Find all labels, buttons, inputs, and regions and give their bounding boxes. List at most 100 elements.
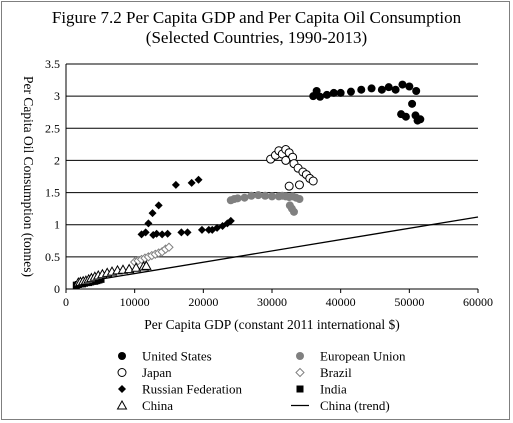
chart-subtitle: (Selected Countries, 1990-2013) (145, 28, 368, 47)
gridlines (66, 63, 478, 258)
legend-label: India (320, 382, 347, 397)
point-russian-federation (163, 229, 172, 238)
y-axis-label: Per Capita Oil Consumption (tonnes) (21, 76, 36, 277)
legend-item: China (trend) (291, 398, 390, 413)
x-tick-label: 20000 (188, 295, 218, 309)
legend-marker-icon (296, 352, 304, 360)
point-united-states (398, 80, 407, 89)
legend-label: China (142, 398, 173, 413)
legend-item: China (116, 398, 173, 413)
x-tick-label: 10000 (120, 295, 150, 309)
point-russian-federation (152, 229, 161, 238)
series-brazil (129, 242, 174, 267)
legend-marker-icon (116, 399, 128, 410)
legend-label: Russian Federation (142, 382, 243, 397)
point-russian-federation (187, 178, 196, 187)
legend-marker-icon (117, 368, 127, 377)
point-brazil (164, 242, 174, 252)
point-european-union (247, 191, 256, 200)
point-united-states (322, 90, 331, 99)
point-japan (294, 180, 304, 190)
y-tick-label: 0 (54, 282, 60, 296)
point-united-states (416, 115, 425, 124)
point-united-states (316, 92, 325, 101)
point-european-union (268, 192, 276, 201)
trend-line-china-trend (79, 216, 479, 284)
data-points (72, 80, 425, 289)
point-japan (281, 155, 291, 165)
x-tick-label: 30000 (257, 295, 287, 309)
legend-label: Brazil (320, 365, 352, 380)
x-tick-label: 50000 (394, 295, 424, 309)
point-russian-federation (144, 219, 153, 228)
point-russian-federation (141, 228, 150, 237)
legend-item: Brazil (295, 365, 352, 380)
point-china (130, 262, 142, 272)
y-tick-label: 1.5 (45, 186, 60, 200)
series-european-union (226, 191, 304, 216)
series-united-states (309, 80, 425, 125)
chart-title: Figure 7.2 Per Capita GDP and Per Capita… (51, 8, 462, 27)
legend-marker-icon (118, 385, 126, 393)
point-united-states (336, 88, 345, 97)
legend-label: China (trend) (320, 398, 390, 413)
point-russian-federation (226, 216, 235, 225)
point-united-states (401, 112, 410, 121)
point-united-states (408, 99, 417, 108)
y-tick-label: 2 (54, 153, 60, 167)
legend-marker-icon (295, 367, 305, 378)
y-tick-label: 2.5 (45, 121, 60, 135)
x-tick-label: 60000 (463, 295, 493, 309)
point-european-union (295, 195, 304, 203)
legend-item: Russian Federation (118, 382, 243, 397)
series-russian-federation (137, 175, 235, 239)
x-axis-label: Per Capita GDP (constant 2011 internatio… (144, 317, 399, 332)
point-russian-federation (158, 230, 167, 239)
legend: United States European Union Japan Brazil Ru… (116, 349, 406, 413)
point-china (140, 260, 152, 270)
point-united-states (312, 87, 321, 95)
point-european-union (240, 193, 249, 202)
point-russian-federation (171, 180, 180, 189)
point-russian-federation (148, 209, 157, 218)
legend-marker-icon (296, 385, 304, 393)
point-united-states (391, 85, 400, 94)
y-tick-label: 3 (54, 89, 60, 103)
point-united-states (405, 82, 414, 91)
legend-label: Japan (142, 365, 172, 380)
axes: 0 0.5 1 1.5 2 2.5 3 3.5 0 10000 20000 30000 40000 500… (45, 57, 493, 309)
series-china (73, 260, 152, 287)
point-european-union (289, 207, 298, 216)
point-european-union (254, 191, 263, 200)
x-tick-label: 40000 (326, 295, 356, 309)
point-russian-federation (154, 201, 163, 210)
point-european-union (233, 194, 242, 203)
series-japan (266, 145, 318, 191)
point-united-states (377, 85, 386, 94)
legend-item: European Union (296, 349, 406, 364)
legend-item: India (296, 382, 347, 397)
legend-label: European Union (320, 349, 406, 364)
x-tick-label: 0 (63, 295, 69, 309)
point-united-states (412, 87, 421, 95)
point-united-states (367, 84, 376, 93)
legend-label: United States (142, 349, 212, 364)
y-tick-label: 1 (54, 218, 60, 232)
trend-line-layer (79, 216, 479, 284)
legend-item: United States (118, 349, 212, 364)
point-japan (308, 176, 318, 186)
legend-item: Japan (117, 365, 172, 380)
y-tick-label: 3.5 (45, 57, 60, 71)
point-russian-federation (183, 228, 192, 237)
point-united-states (357, 85, 366, 94)
legend-marker-icon (118, 352, 126, 360)
point-european-union (261, 191, 270, 200)
point-united-states (384, 83, 393, 92)
point-russian-federation (194, 175, 203, 184)
point-united-states (346, 87, 355, 96)
point-russian-federation (197, 225, 206, 234)
point-united-states (329, 88, 338, 97)
point-japan (284, 181, 294, 191)
